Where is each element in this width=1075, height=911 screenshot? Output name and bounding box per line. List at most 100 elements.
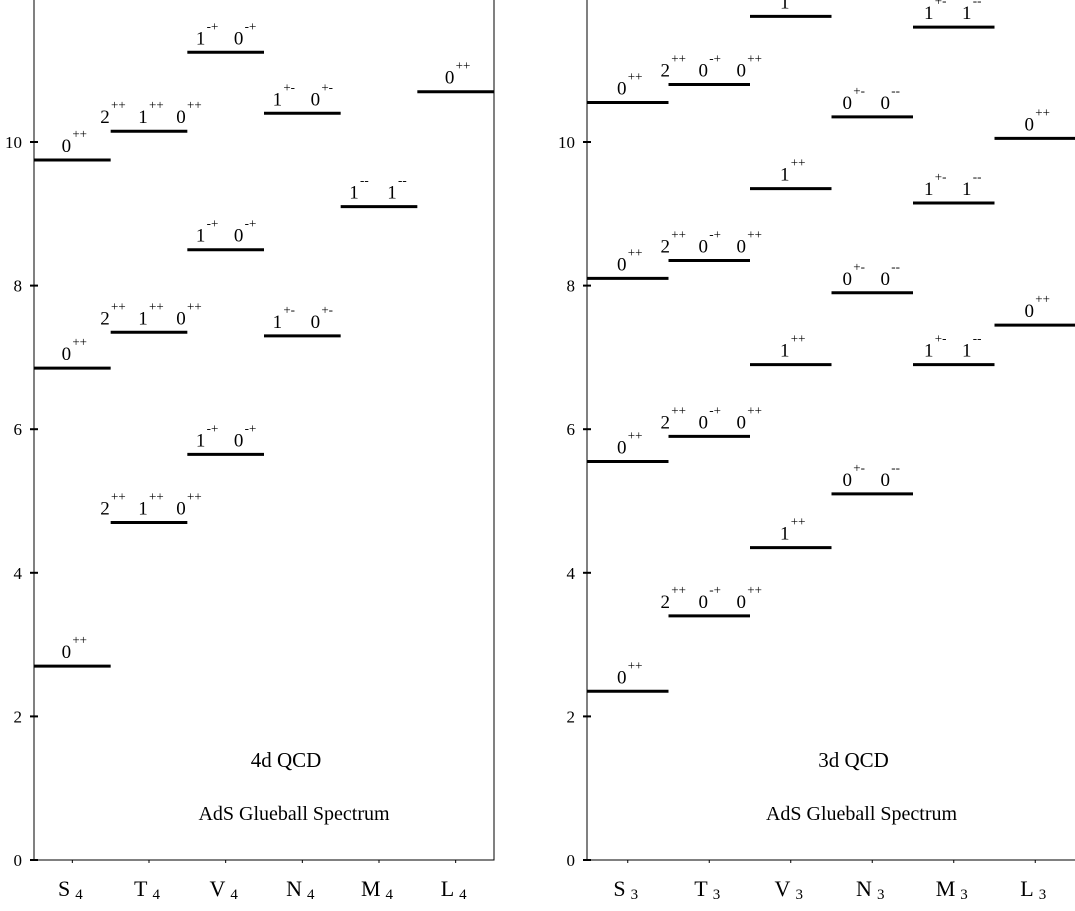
- state-quantum-numbers: ++: [1035, 104, 1050, 119]
- state-label: 1: [962, 3, 972, 24]
- category-letter: M: [361, 876, 381, 901]
- state-quantum-numbers: +-: [935, 169, 947, 184]
- state-label: 0: [62, 344, 72, 365]
- state-label: 0: [1025, 301, 1035, 322]
- category-subscript: 3: [631, 887, 639, 903]
- state-label: 0: [1025, 114, 1035, 135]
- state-label: 0: [234, 28, 244, 49]
- state-quantum-numbers: ++: [187, 298, 202, 313]
- state-label: 0: [843, 93, 853, 114]
- state-quantum-numbers: ++: [628, 428, 643, 443]
- state-label: 1: [138, 499, 148, 520]
- state-label: 0: [62, 642, 72, 663]
- state-quantum-numbers: ++: [747, 402, 762, 417]
- y-tick-label: 2: [14, 707, 23, 726]
- category-letter: T: [134, 876, 148, 901]
- y-tick-label: 4: [14, 564, 23, 583]
- state-quantum-numbers: ++: [72, 632, 87, 647]
- state-quantum-numbers: ++: [747, 51, 762, 66]
- state-label: 1: [924, 179, 934, 200]
- category-subscript: 4: [75, 887, 83, 903]
- state-quantum-numbers: ++: [72, 334, 87, 349]
- state-label: 1: [273, 312, 283, 333]
- state-quantum-numbers: -+: [709, 402, 721, 417]
- y-tick-label: 0: [567, 851, 576, 870]
- y-tick-label: 6: [14, 420, 23, 439]
- state-quantum-numbers: --: [973, 0, 982, 8]
- state-label: 0: [176, 107, 186, 128]
- y-tick-label: 4: [567, 564, 576, 583]
- y-tick-label: 6: [567, 420, 576, 439]
- category-subscript: 3: [713, 887, 721, 903]
- state-quantum-numbers: +-: [853, 460, 865, 475]
- state-label: 0: [699, 592, 709, 613]
- state-quantum-numbers: ++: [791, 331, 806, 346]
- category-subscript: 3: [960, 887, 968, 903]
- state-label: 0: [311, 89, 321, 110]
- state-label: 1: [196, 28, 206, 49]
- state-quantum-numbers: -+: [245, 216, 257, 231]
- state-label: 1: [780, 165, 790, 186]
- state-quantum-numbers: -+: [709, 582, 721, 597]
- state-quantum-numbers: ++: [187, 489, 202, 504]
- state-quantum-numbers: +-: [935, 331, 947, 346]
- y-tick-label: 10: [5, 133, 22, 152]
- state-quantum-numbers: ++: [1035, 291, 1050, 306]
- panel-title: 4d QCD: [251, 748, 322, 772]
- state-quantum-numbers: --: [973, 331, 982, 346]
- state-label: 1: [349, 183, 359, 204]
- state-label: 2: [661, 412, 671, 433]
- state-label: 2: [100, 107, 110, 128]
- category-letter: M: [936, 876, 956, 901]
- category-subscript: 3: [1039, 887, 1047, 903]
- state-quantum-numbers: ++: [111, 298, 126, 313]
- state-quantum-numbers: ++: [747, 226, 762, 241]
- category-subscript: 4: [230, 887, 238, 903]
- state-label: 1: [387, 183, 397, 204]
- state-quantum-numbers: ++: [791, 514, 806, 529]
- state-label: 0: [617, 667, 627, 688]
- y-tick-label: 0: [14, 851, 23, 870]
- state-label: 0: [62, 136, 72, 157]
- state-quantum-numbers: ++: [149, 489, 164, 504]
- state-quantum-numbers: +-: [853, 259, 865, 274]
- state-label: 0: [843, 269, 853, 290]
- state-label: 1: [196, 226, 206, 247]
- category-subscript: 4: [386, 887, 394, 903]
- category-subscript: 3: [877, 887, 885, 903]
- panel-subtitle: AdS Glueball Spectrum: [766, 803, 958, 825]
- category-subscript: 3: [795, 887, 803, 903]
- y-tick-label: 8: [14, 277, 23, 296]
- state-quantum-numbers: -+: [709, 51, 721, 66]
- state-label: 0: [843, 470, 853, 491]
- state-quantum-numbers: -+: [709, 226, 721, 241]
- state-label: 0: [234, 430, 244, 451]
- state-label: 1: [780, 524, 790, 545]
- state-label: 1: [924, 3, 934, 24]
- state-quantum-numbers: ++: [671, 226, 686, 241]
- state-quantum-numbers: -+: [207, 420, 219, 435]
- state-label: 0: [881, 470, 891, 491]
- state-quantum-numbers: ++: [111, 97, 126, 112]
- category-subscript: 4: [459, 887, 467, 903]
- category-letter: V: [775, 876, 791, 901]
- state-quantum-numbers: --: [360, 173, 369, 188]
- state-quantum-numbers: +-: [283, 302, 295, 317]
- state-label: 0: [737, 236, 747, 257]
- state-label: 0: [881, 269, 891, 290]
- state-quantum-numbers: -+: [245, 420, 257, 435]
- state-label: 0: [311, 312, 321, 333]
- state-label: 2: [100, 499, 110, 520]
- state-label: 1: [962, 179, 972, 200]
- state-label: 0: [881, 93, 891, 114]
